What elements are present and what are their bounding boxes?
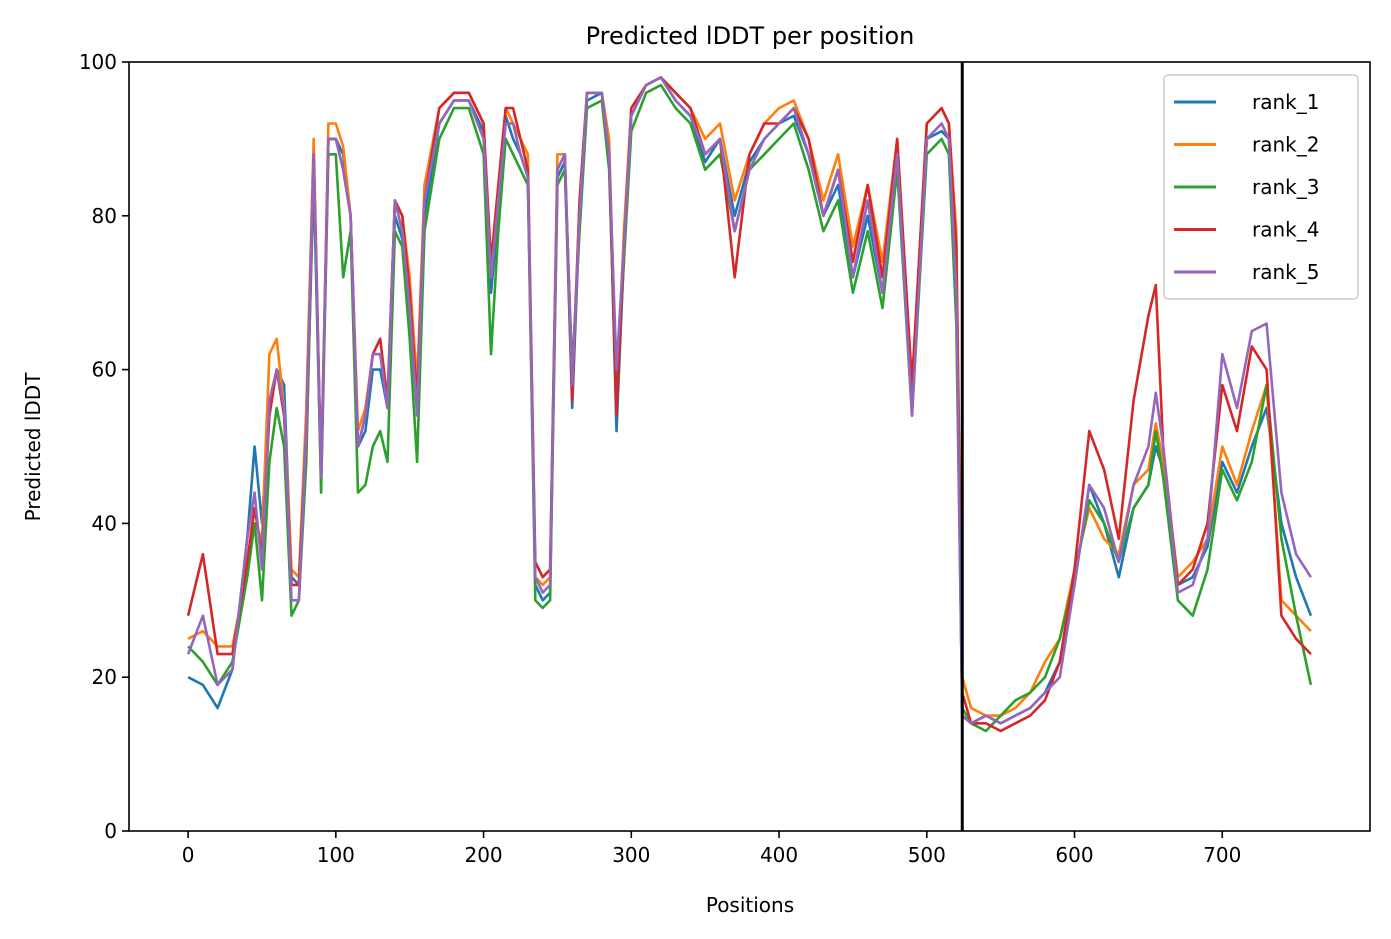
x-tick-label: 400 bbox=[760, 843, 798, 867]
y-tick-label: 60 bbox=[92, 358, 117, 382]
legend-label-rank_3: rank_3 bbox=[1252, 175, 1319, 199]
legend-box bbox=[1163, 74, 1359, 300]
axis-layer: 0 100 200 300 400 500 600 700 0 20 40 60 80 100 bbox=[79, 50, 1371, 867]
x-tick-label: 300 bbox=[612, 843, 650, 867]
x-tick-label: 700 bbox=[1203, 843, 1241, 867]
y-tick-label: 40 bbox=[92, 511, 117, 535]
plot-frame bbox=[128, 61, 1371, 832]
x-tick-label: 500 bbox=[908, 843, 946, 867]
legend-label-rank_5: rank_5 bbox=[1252, 260, 1319, 284]
series-line-rank_5 bbox=[186, 76, 1312, 725]
x-tick-label: 200 bbox=[464, 843, 502, 867]
y-tick-label: 100 bbox=[79, 50, 117, 74]
x-tick-label: 600 bbox=[1055, 843, 1093, 867]
y-tick-label: 20 bbox=[92, 665, 117, 689]
series-layer bbox=[186, 76, 1313, 733]
x-axis-label: Positions bbox=[706, 893, 794, 917]
y-tick-label: 0 bbox=[104, 819, 117, 843]
legend-label-rank_1: rank_1 bbox=[1252, 90, 1319, 114]
chart-title: Predicted lDDT per position bbox=[586, 22, 915, 50]
x-tick-label: 100 bbox=[317, 843, 355, 867]
y-tick-label: 80 bbox=[92, 204, 117, 228]
legend-label-rank_4: rank_4 bbox=[1252, 218, 1319, 242]
y-axis-label: Predicted lDDT bbox=[21, 372, 45, 522]
legend-label-rank_2: rank_2 bbox=[1252, 133, 1319, 157]
legend: rank_1 rank_2 rank_3 rank_4 rank_5 bbox=[1163, 74, 1359, 300]
x-tick-label: 0 bbox=[182, 843, 195, 867]
